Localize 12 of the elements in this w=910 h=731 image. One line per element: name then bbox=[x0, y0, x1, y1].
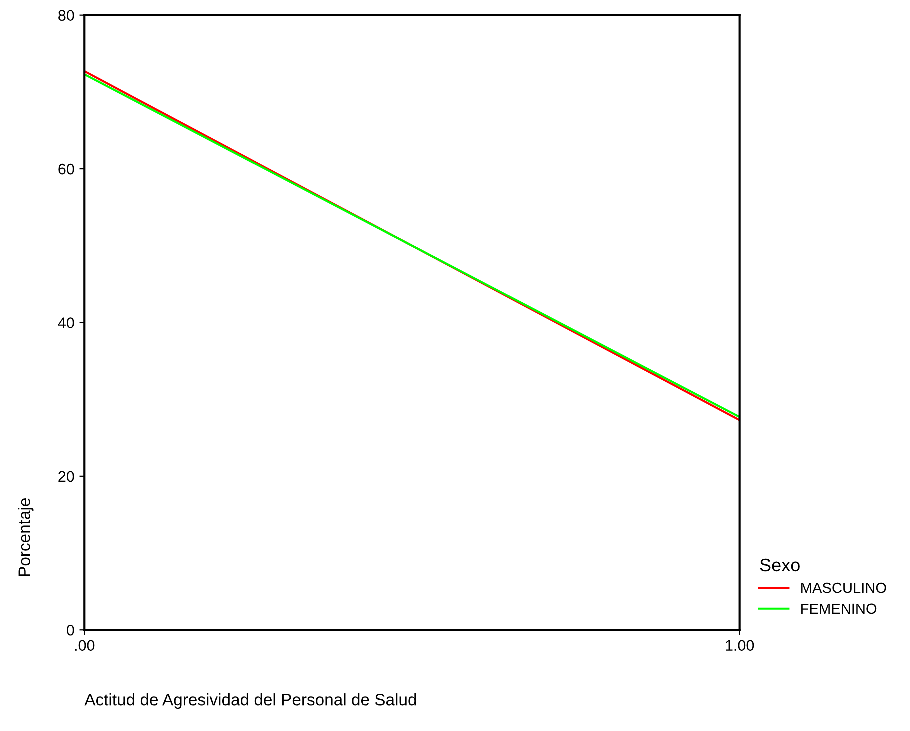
x-tick-label: 1.00 bbox=[726, 640, 754, 652]
y-tick-label: 60 bbox=[58, 164, 74, 175]
x-tick-label: .00 bbox=[75, 640, 95, 652]
y-tick-label: 0 bbox=[67, 624, 74, 636]
y-axis-title: Porcentaje bbox=[18, 498, 34, 576]
legend-title: Sexo bbox=[760, 558, 800, 572]
legend-label: FEMENINO bbox=[802, 604, 877, 614]
x-axis-title: Actitud de Agresividad del Personal de Salud bbox=[84, 694, 416, 710]
y-tick-label: 80 bbox=[58, 10, 74, 22]
y-tick-label: 20 bbox=[58, 471, 74, 482]
legend-label: MASCULINO bbox=[802, 582, 886, 594]
y-tick-label: 40 bbox=[58, 318, 74, 328]
